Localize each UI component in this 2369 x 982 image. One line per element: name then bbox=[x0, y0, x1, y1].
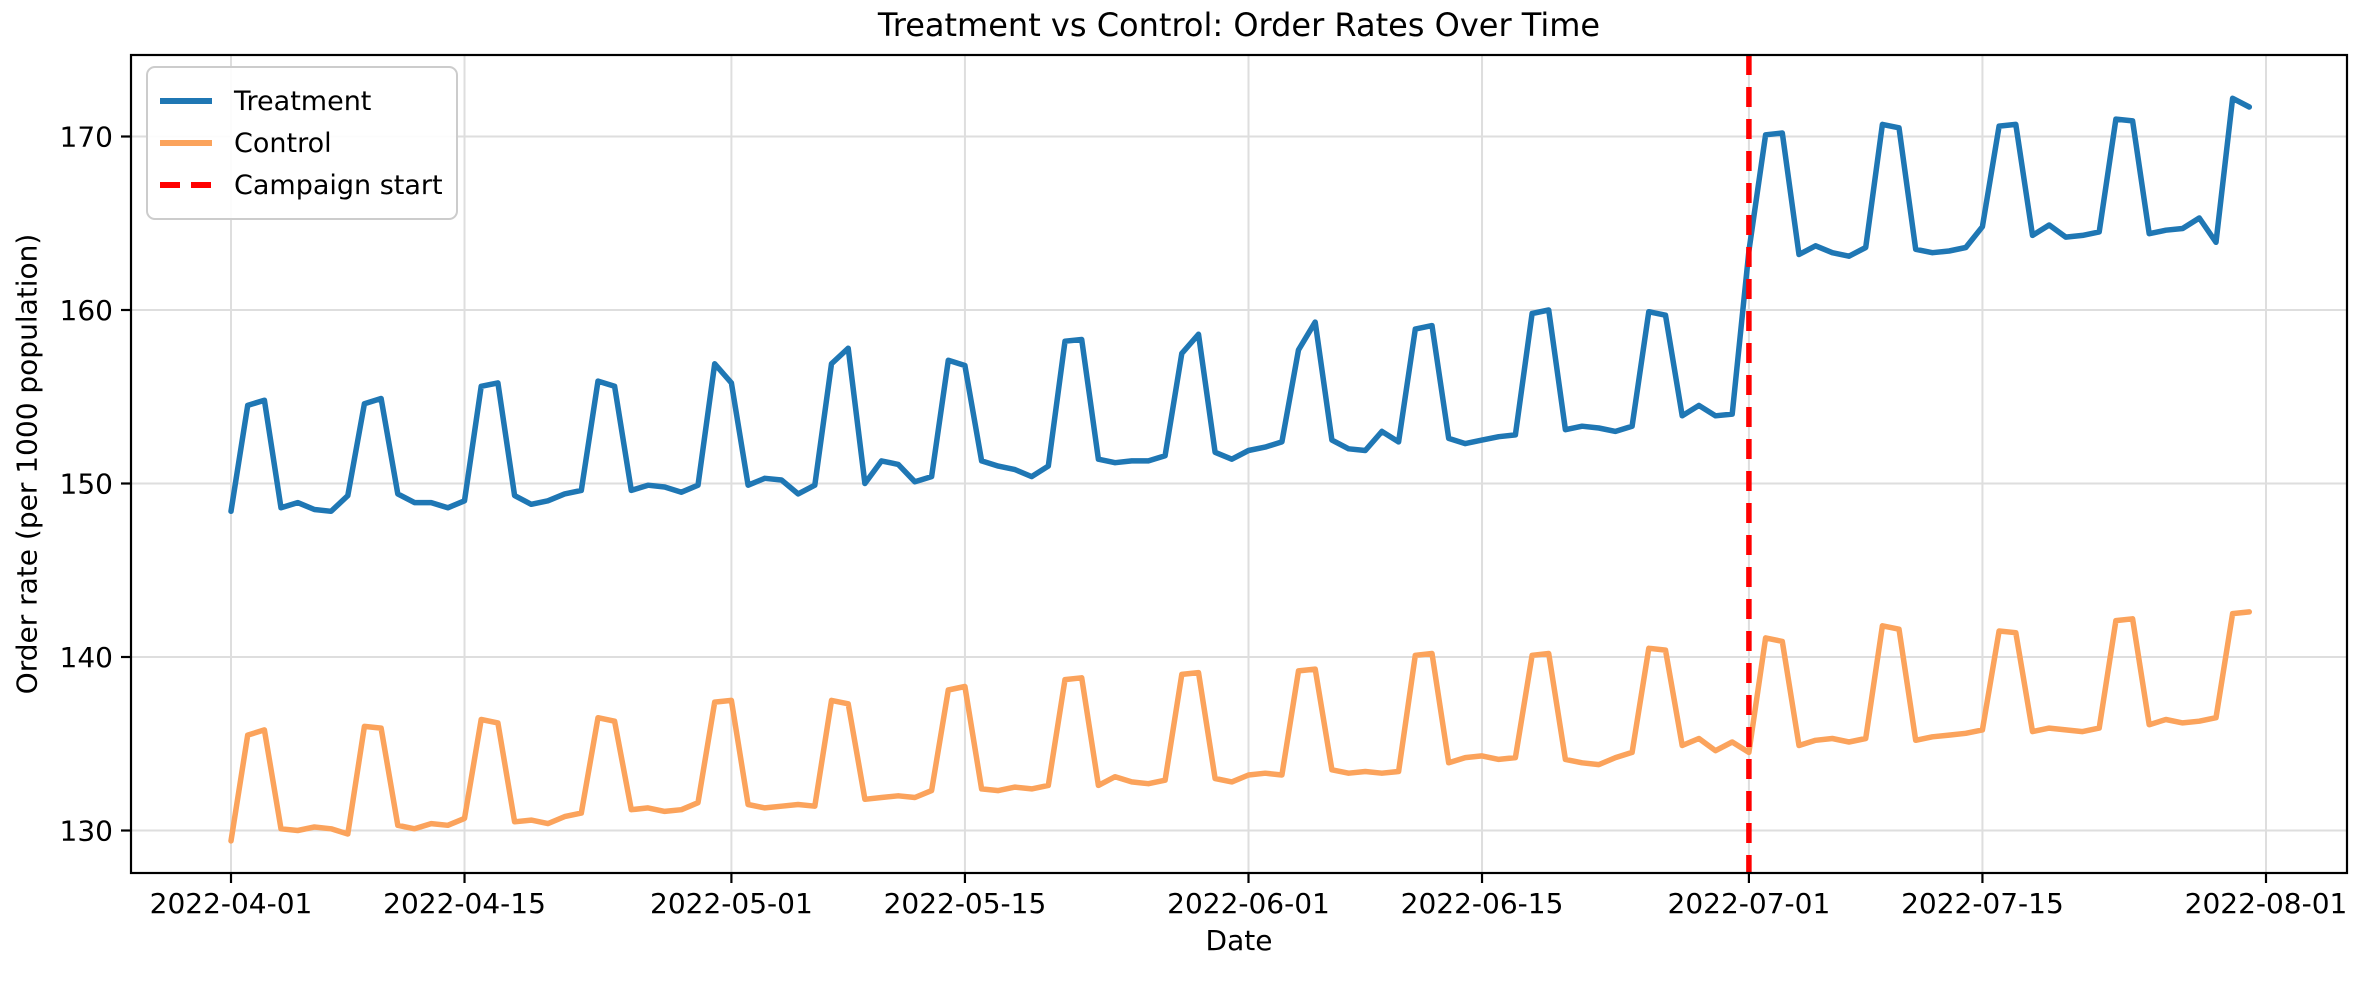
y-axis-label: Order rate (per 1000 population) bbox=[10, 233, 44, 695]
legend-item-label: Control bbox=[234, 127, 332, 159]
axes-frame bbox=[129, 53, 2349, 875]
x-tick-label: 2022-06-01 bbox=[1167, 887, 1330, 920]
legend: Treatment Control Campaign start bbox=[146, 66, 458, 220]
x-tick-label: 2022-05-15 bbox=[884, 887, 1047, 920]
x-tick-label: 2022-08-01 bbox=[2185, 887, 2348, 920]
x-tick-label: 2022-06-15 bbox=[1401, 887, 1564, 920]
legend-line-sample bbox=[160, 182, 212, 188]
legend-item-treatment: Treatment bbox=[160, 80, 442, 122]
chart-title: Treatment vs Control: Order Rates Over T… bbox=[877, 6, 1601, 44]
x-axis-label: Date bbox=[1205, 924, 1273, 957]
x-tick-label: 2022-04-15 bbox=[383, 887, 546, 920]
legend-line-sample bbox=[160, 98, 212, 104]
y-tick-label: 140 bbox=[60, 641, 113, 674]
y-tick-label: 130 bbox=[60, 815, 113, 848]
series-line-treatment bbox=[228, 95, 2253, 515]
x-tick-label: 2022-07-01 bbox=[1668, 887, 1831, 920]
legend-item-label: Campaign start bbox=[234, 169, 443, 201]
x-tick-label: 2022-05-01 bbox=[650, 887, 813, 920]
series-line-control bbox=[228, 609, 2253, 844]
y-tick-label: 150 bbox=[60, 468, 113, 501]
legend-line-sample bbox=[160, 140, 212, 146]
y-tick-label: 170 bbox=[60, 121, 113, 154]
y-tick-label: 160 bbox=[60, 294, 113, 327]
legend-item-control: Control bbox=[160, 122, 442, 164]
x-tick-label: 2022-04-01 bbox=[150, 887, 313, 920]
legend-item-label: Treatment bbox=[234, 85, 372, 117]
legend-item-campaign-start: Campaign start bbox=[160, 164, 443, 206]
x-tick-label: 2022-07-15 bbox=[1901, 887, 2064, 920]
